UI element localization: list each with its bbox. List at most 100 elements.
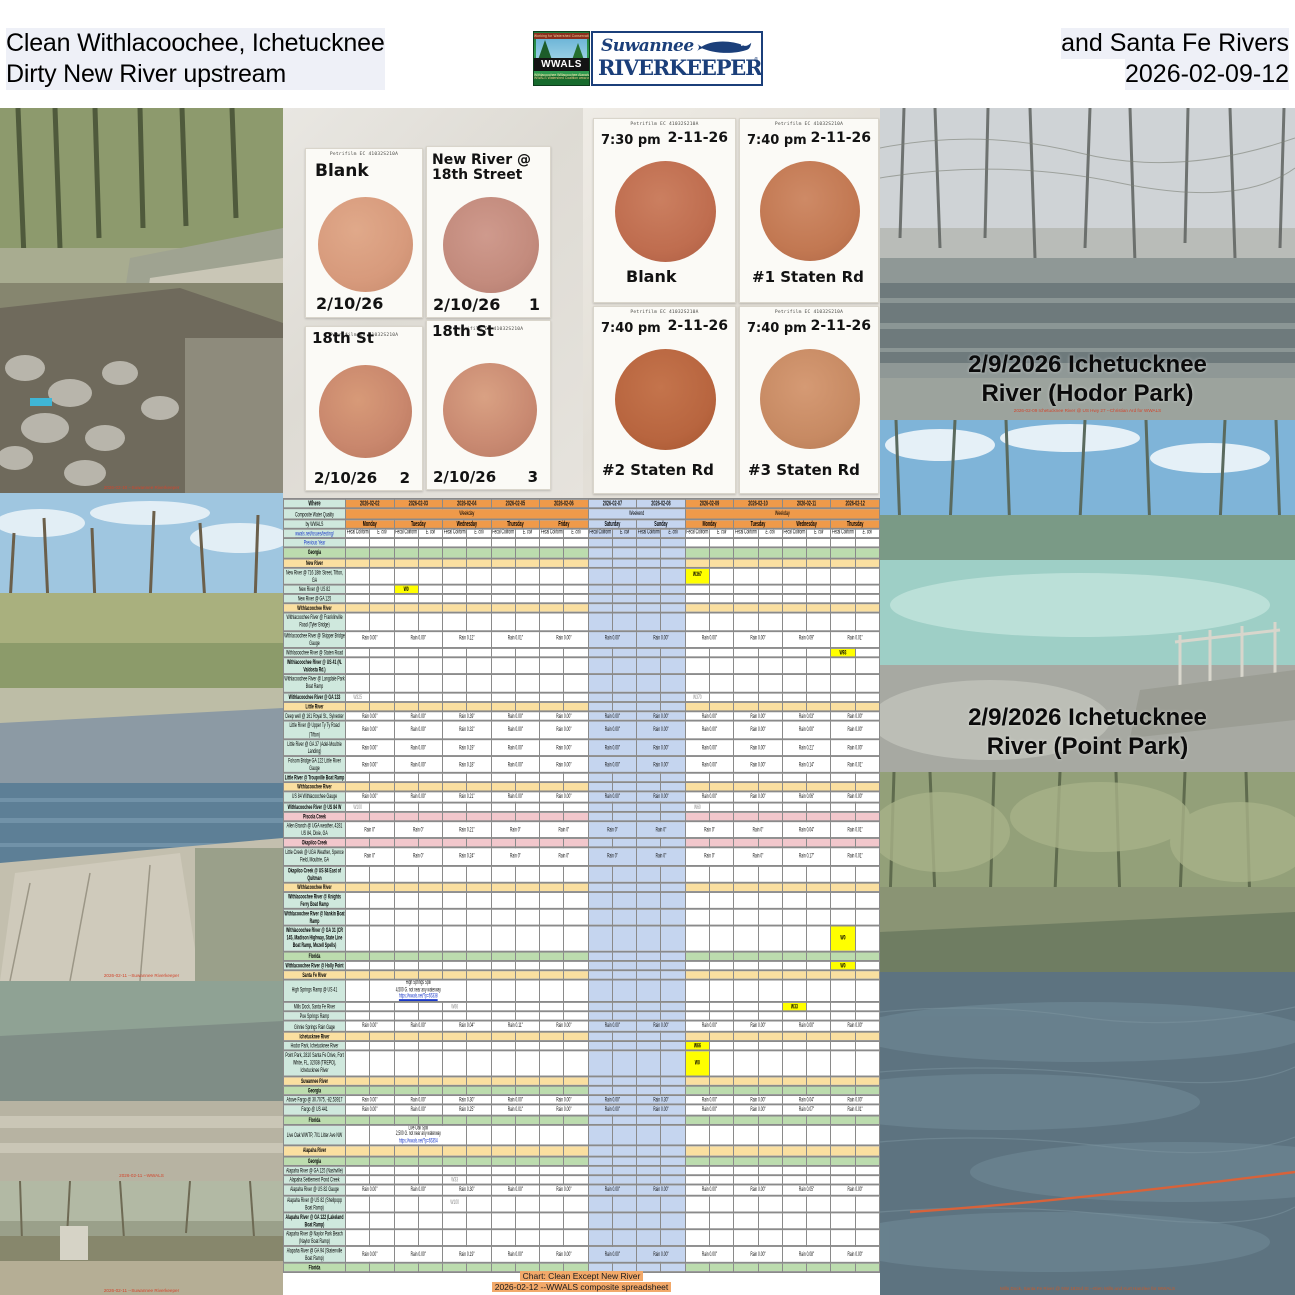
data-cell[interactable] (636, 800, 662, 813)
data-cell[interactable] (369, 566, 395, 586)
table-row[interactable]: Allen Branch @ UGA weather, 4281 US 84, … (283, 820, 880, 840)
data-cell[interactable] (806, 837, 832, 849)
data-cell[interactable]: Rain 0" (587, 820, 638, 840)
data-cell[interactable] (369, 881, 395, 893)
data-cell[interactable] (708, 1123, 735, 1148)
data-cell[interactable] (830, 864, 856, 884)
data-cell[interactable]: Rain 0.00" (345, 1020, 395, 1033)
data-cell[interactable] (854, 1173, 880, 1186)
data-cell[interactable] (417, 959, 444, 972)
data-cell[interactable]: Rain 0.00" (684, 737, 735, 757)
data-cell[interactable] (806, 1039, 832, 1052)
table-row[interactable]: Ginnie Springs Rain Gage Rain 0.00" Rain 0… (283, 1020, 880, 1033)
data-cell[interactable]: Rain 0.00" (539, 1093, 589, 1106)
data-cell[interactable] (587, 890, 613, 910)
data-cell[interactable] (708, 1000, 735, 1013)
data-cell[interactable] (563, 771, 589, 784)
data-cell[interactable] (708, 771, 735, 784)
table-row[interactable]: Point Park, 2810 Santa Fe Drive, Fort Wh… (283, 1049, 880, 1077)
data-cell[interactable] (636, 1262, 662, 1274)
data-cell[interactable] (806, 593, 832, 605)
data-cell[interactable] (854, 593, 880, 605)
data-cell[interactable]: Rain 0.00" (636, 629, 686, 649)
data-cell[interactable] (684, 1000, 710, 1013)
data-cell[interactable] (781, 1010, 808, 1023)
data-cell[interactable] (587, 673, 613, 693)
data-cell[interactable] (369, 1173, 395, 1186)
data-cell[interactable] (344, 837, 371, 849)
data-cell[interactable]: Rain 0.21" (442, 820, 492, 840)
data-cell[interactable] (806, 673, 832, 693)
data-cell[interactable] (539, 1039, 565, 1052)
data-cell[interactable] (466, 781, 492, 793)
data-cell[interactable] (369, 690, 395, 703)
data-cell[interactable] (490, 771, 516, 784)
data-cell[interactable] (708, 864, 735, 884)
data-cell[interactable] (587, 810, 613, 823)
data-cell[interactable] (636, 1084, 662, 1096)
data-cell[interactable] (442, 1145, 468, 1157)
data-cell[interactable] (684, 656, 710, 676)
data-cell[interactable] (393, 781, 419, 793)
data-cell[interactable] (611, 537, 638, 550)
data-cell[interactable]: Rain 0.00" (393, 1103, 444, 1116)
data-cell[interactable] (442, 1164, 468, 1176)
data-cell[interactable] (708, 583, 735, 596)
data-cell[interactable] (417, 1173, 444, 1186)
data-cell[interactable] (708, 978, 735, 1003)
data-cell[interactable] (757, 1154, 783, 1167)
data-cell[interactable] (806, 566, 832, 586)
row-label[interactable]: New River @ GA 125 (283, 593, 346, 605)
data-cell[interactable] (806, 800, 832, 813)
data-cell[interactable]: Rain 0.00" (587, 737, 638, 757)
data-cell[interactable] (854, 556, 880, 569)
data-cell[interactable] (660, 837, 686, 849)
data-cell[interactable] (830, 566, 856, 586)
data-cell[interactable] (806, 547, 832, 559)
data-cell[interactable] (539, 969, 565, 981)
data-cell[interactable] (563, 556, 589, 569)
data-cell[interactable] (733, 1000, 759, 1013)
data-cell[interactable] (806, 949, 832, 962)
data-cell[interactable] (466, 1084, 492, 1096)
data-cell[interactable] (806, 771, 832, 784)
data-cell[interactable] (442, 864, 468, 884)
data-cell[interactable] (660, 1173, 686, 1186)
data-cell[interactable] (781, 1049, 808, 1077)
data-cell[interactable] (854, 547, 880, 559)
row-label[interactable]: Alapaha Settlement Pond Creek (283, 1173, 346, 1186)
data-cell[interactable] (781, 1262, 808, 1274)
data-cell[interactable] (636, 1154, 662, 1167)
data-cell[interactable]: Rain 0" (539, 820, 589, 840)
data-cell[interactable]: Rain 0.00" (733, 720, 783, 740)
data-cell[interactable] (587, 800, 613, 813)
data-cell[interactable] (854, 1030, 880, 1042)
data-cell[interactable] (781, 771, 808, 784)
data-cell[interactable] (466, 1010, 492, 1023)
data-cell[interactable] (393, 612, 419, 632)
data-cell[interactable] (490, 1145, 516, 1157)
data-cell[interactable] (611, 1039, 638, 1052)
data-cell[interactable] (466, 656, 492, 676)
data-cell[interactable] (417, 566, 444, 586)
data-cell[interactable] (660, 1000, 686, 1013)
data-cell[interactable] (369, 1228, 395, 1248)
data-cell[interactable] (854, 969, 880, 981)
data-cell[interactable] (466, 881, 492, 893)
data-cell[interactable] (660, 890, 686, 910)
data-cell[interactable] (344, 1173, 371, 1186)
data-cell[interactable] (636, 690, 662, 703)
data-cell[interactable] (490, 1154, 516, 1167)
data-cell[interactable] (490, 1000, 516, 1013)
data-cell[interactable] (539, 1010, 565, 1023)
data-cell[interactable] (684, 810, 710, 823)
data-cell[interactable] (344, 556, 371, 569)
data-cell[interactable] (369, 556, 395, 569)
data-cell[interactable] (757, 673, 783, 693)
data-cell[interactable] (781, 978, 808, 1003)
data-cell[interactable] (636, 1193, 662, 1213)
data-cell[interactable] (660, 1154, 686, 1167)
data-cell[interactable] (757, 556, 783, 569)
data-cell[interactable] (733, 1262, 759, 1274)
data-cell[interactable]: Rain 0.05" (781, 1183, 832, 1196)
